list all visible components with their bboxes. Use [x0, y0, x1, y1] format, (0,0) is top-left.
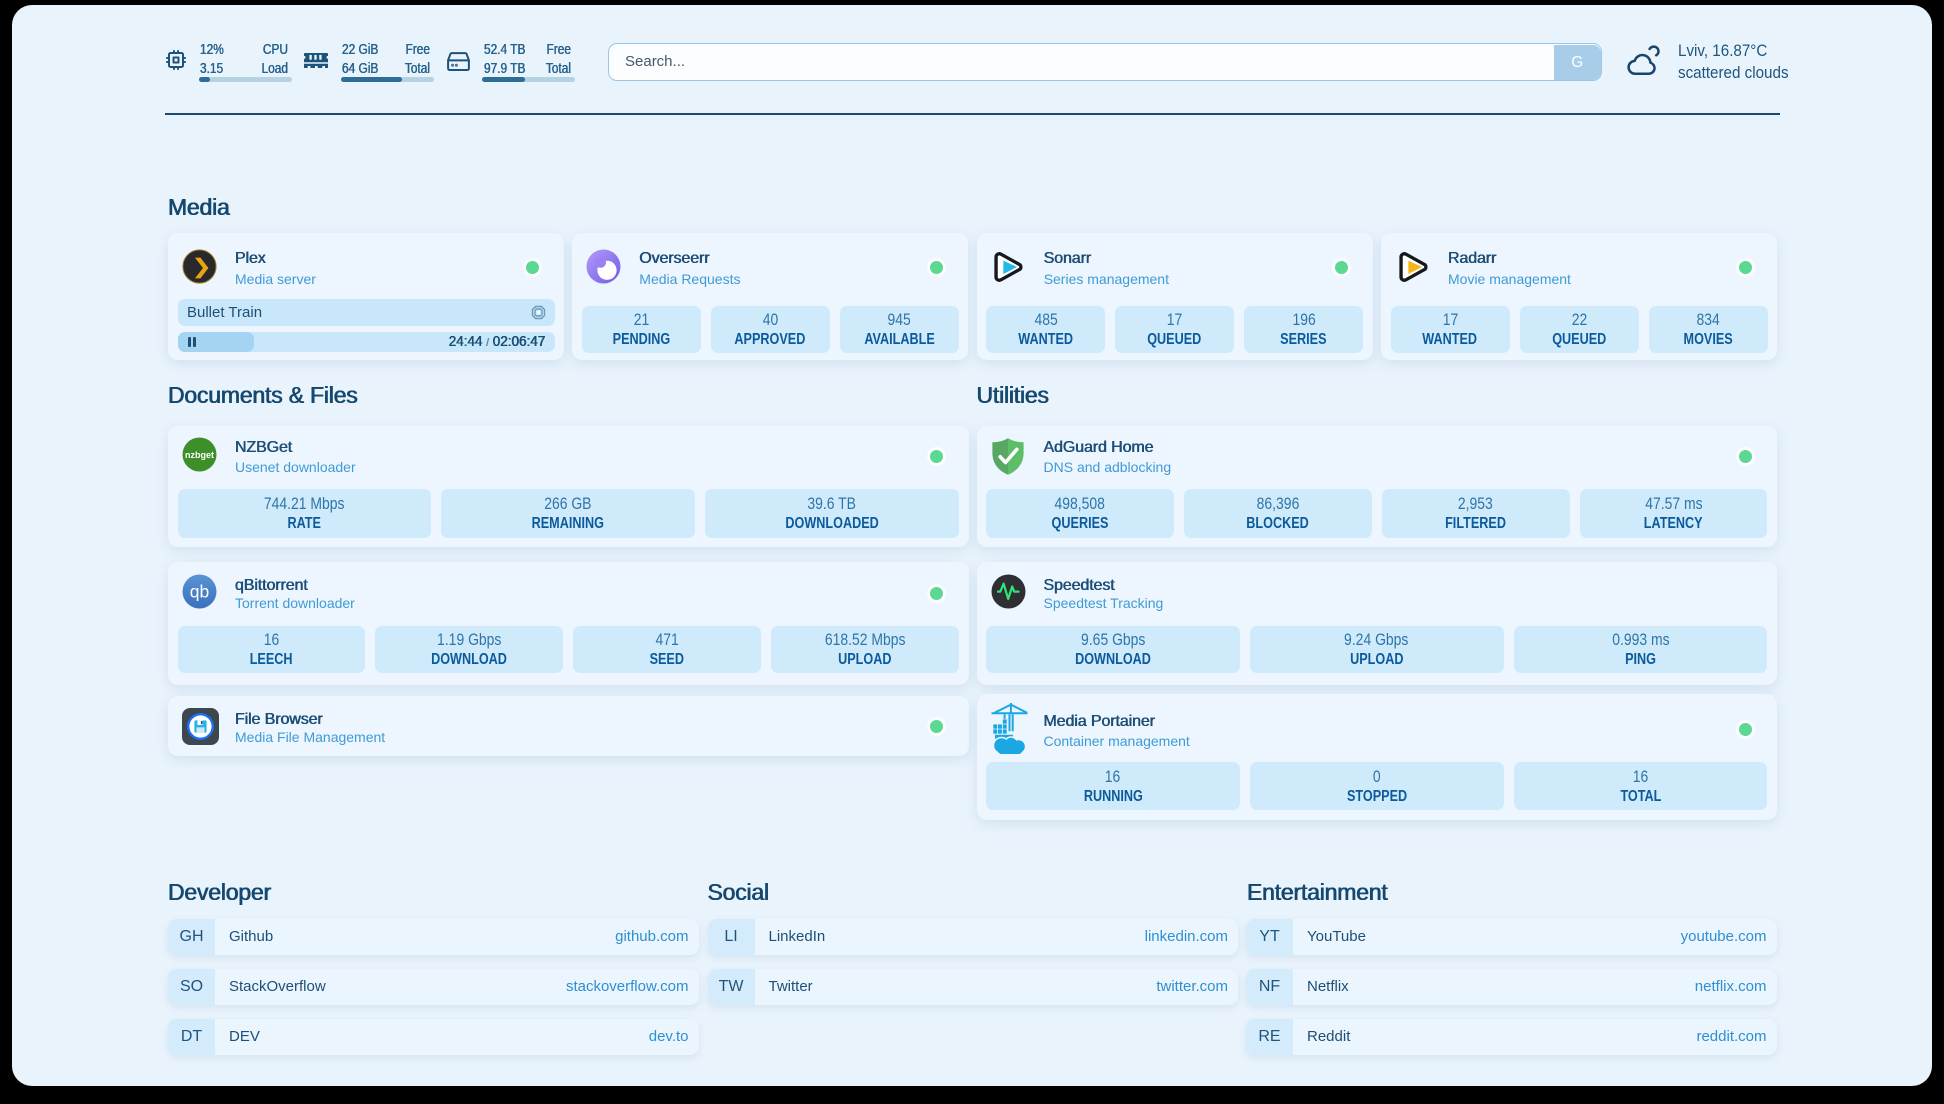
svg-text:qb: qb: [190, 582, 209, 602]
svg-text:nzbget: nzbget: [185, 450, 214, 460]
